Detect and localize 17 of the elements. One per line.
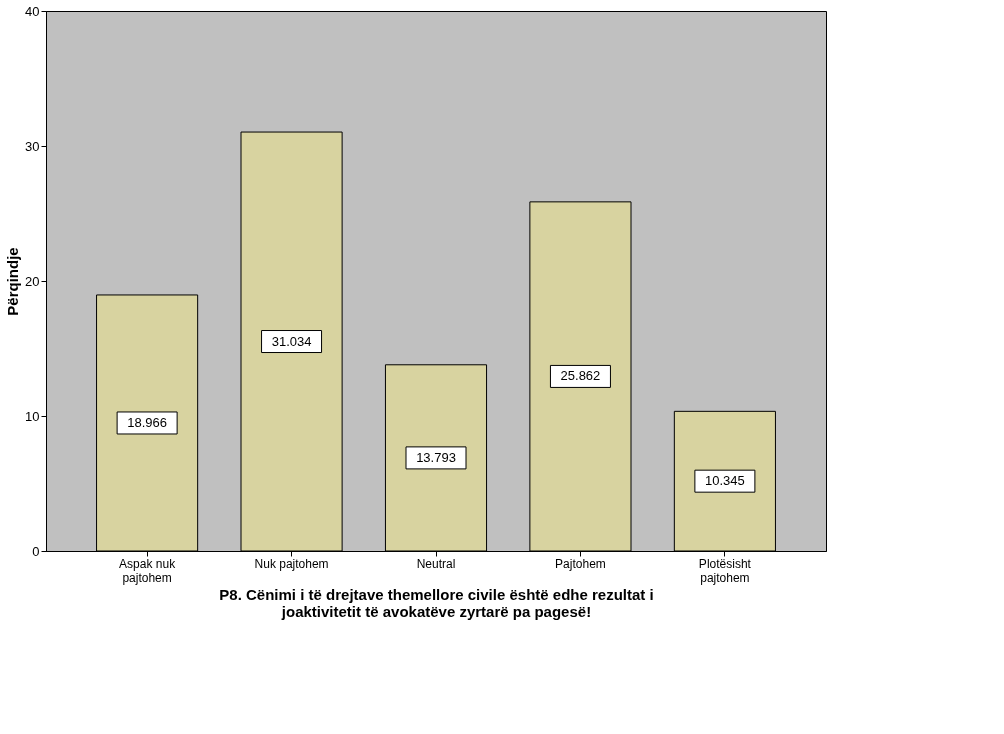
data-label: 25.862 (560, 368, 601, 384)
x-tick-label: Pajtohem (555, 556, 606, 571)
x-tick-label: Aspak nuk pajtohem (119, 556, 177, 585)
x-tick-label: Neutral (416, 556, 456, 571)
data-label: 13.793 (416, 449, 456, 465)
x-tick-label: Plotësisht pajtohem (698, 556, 752, 585)
data-label: 18.966 (127, 414, 167, 430)
x-axis-title: P8. Cënimi i të drejtave themellore civile është edhe rezultat i joaktivitetit të avokatëve zyrtarë pa pagesë! (219, 585, 654, 620)
x-tick-label: Nuk pajtohem (254, 556, 329, 571)
y-tick-label: 10 (25, 408, 40, 424)
y-tick-label: 0 (32, 543, 40, 559)
y-tick-label: 40 (25, 3, 40, 19)
data-label: 31.034 (271, 333, 312, 349)
y-axis-title: Përqindje (4, 247, 22, 316)
y-tick-label: 20 (25, 273, 40, 289)
data-label: 10.345 (705, 473, 745, 489)
y-tick-label: 30 (25, 138, 40, 154)
